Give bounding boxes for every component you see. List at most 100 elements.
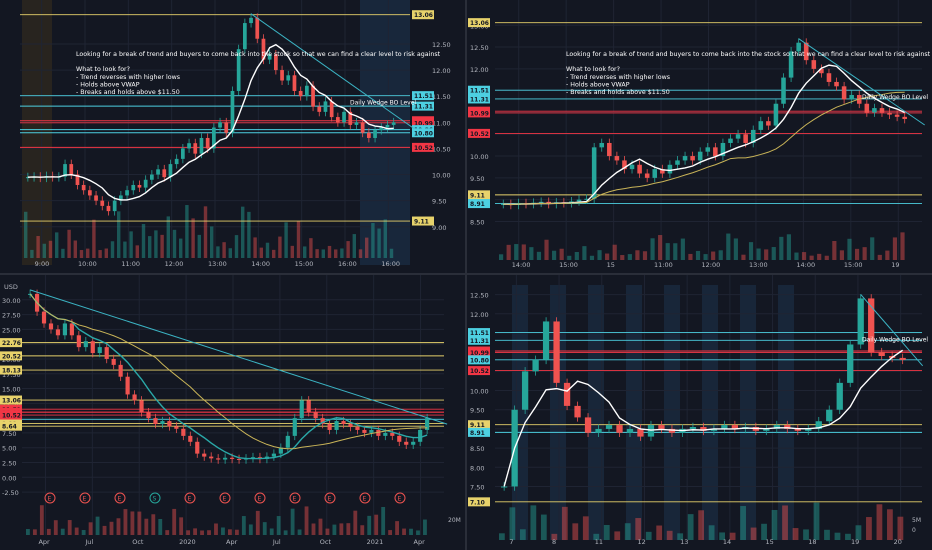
candle [76,335,81,348]
volume-bar [597,250,602,260]
volume-bar [210,226,214,258]
x-tick-label: Apr [226,538,238,546]
candle [713,147,718,157]
volume-bar [620,255,625,260]
y-tick-label: 7.50 [2,430,16,438]
candle [878,352,885,356]
y-tick-label: 10.50 [432,145,451,153]
candle [781,77,786,104]
price-level-tag-text: 10.52 [470,131,489,138]
price-level-tag-text: 10.99 [470,110,489,117]
volume-bar [680,238,685,260]
volume-bar [186,530,191,535]
y-tick-label: 12.00 [470,66,489,74]
event-badge-letter: E [83,496,87,503]
candle [637,428,644,437]
vwap-line [503,349,904,487]
volume-bar [241,206,245,258]
candle [728,138,733,143]
x-tick-label: 15 [607,261,615,269]
candle [819,68,824,74]
x-tick-label: Apr [38,538,50,546]
event-badge-letter: E [118,496,122,503]
volume-bar [877,254,882,260]
candle [188,435,193,442]
volume-bar [311,523,316,535]
price-level-tag-text: 13.06 [414,12,433,19]
volume-bar [191,218,195,258]
price-level-tag [412,91,434,101]
event-badge [114,492,126,504]
candle [212,127,216,149]
volume-bar [506,244,511,260]
volume-bar [110,241,115,258]
volume-bar [185,205,189,258]
volume-bar [353,510,358,535]
y-tick-label: 27.50 [2,312,21,320]
candle [119,195,123,201]
candle [418,429,423,442]
candle [181,428,186,436]
volume-bar [179,238,183,258]
volume-bar [756,248,761,260]
y-tick-label: 9.50 [470,407,484,415]
volume-bar [589,255,595,260]
price-level-tag [0,365,22,375]
candle [697,151,703,161]
candle [591,147,597,199]
volume-axis-label: 0 [912,527,916,534]
chart-panel-bottom-left: 30.0027.5025.0022.5020.0017.5015.0012.50… [0,275,461,546]
volume-bar [771,509,778,540]
wedge-trendline [860,294,924,367]
volume-bar [388,530,393,535]
y-tick-label: 12.00 [470,311,489,319]
volume-bar [365,237,369,258]
daily-wedge-label: Daily Wedge BO Level [350,100,416,107]
candle [652,169,658,178]
y-tick-label: 9.50 [432,198,446,206]
candle [411,441,416,445]
volume-bar [67,520,72,535]
volume-bar [325,528,330,535]
candle [125,376,130,395]
price-level-tag-text: 11.51 [470,330,489,337]
volume-bar [402,528,406,535]
volume-bar [154,230,158,258]
candle [298,90,303,97]
y-tick-label: 12.50 [470,44,489,52]
volume-bar [296,221,301,258]
volume-bar [514,244,519,260]
price-level-tag-text: 9.11 [470,422,485,429]
candle [250,457,256,459]
candle [857,298,864,345]
candle [675,160,680,165]
volume-bar [374,514,379,535]
volume-bar [509,507,516,540]
candle [689,427,697,429]
volume-bar [645,531,652,540]
volume-bar [255,510,260,535]
candle [605,425,613,429]
volume-bar [24,211,28,258]
candle [341,421,346,425]
price-level-tag [412,10,434,20]
volume-bar [228,248,233,258]
price-level-tag [468,190,490,200]
candle [224,122,229,133]
x-tick-label: Jul [84,538,93,546]
volume-bar [135,245,140,258]
candle [83,341,88,348]
candle [705,147,711,152]
x-tick-label: 18 [808,538,816,546]
volume-bar [360,525,365,535]
volume-bar [642,251,648,260]
volume-bar [276,516,281,535]
candle [599,142,605,148]
volume-bar [117,211,121,258]
volume-bar [334,249,338,258]
candle [62,323,68,336]
volume-bar [677,533,684,540]
x-tick-label: 13:00 [208,260,227,268]
candle [271,453,276,457]
candle [574,405,581,418]
